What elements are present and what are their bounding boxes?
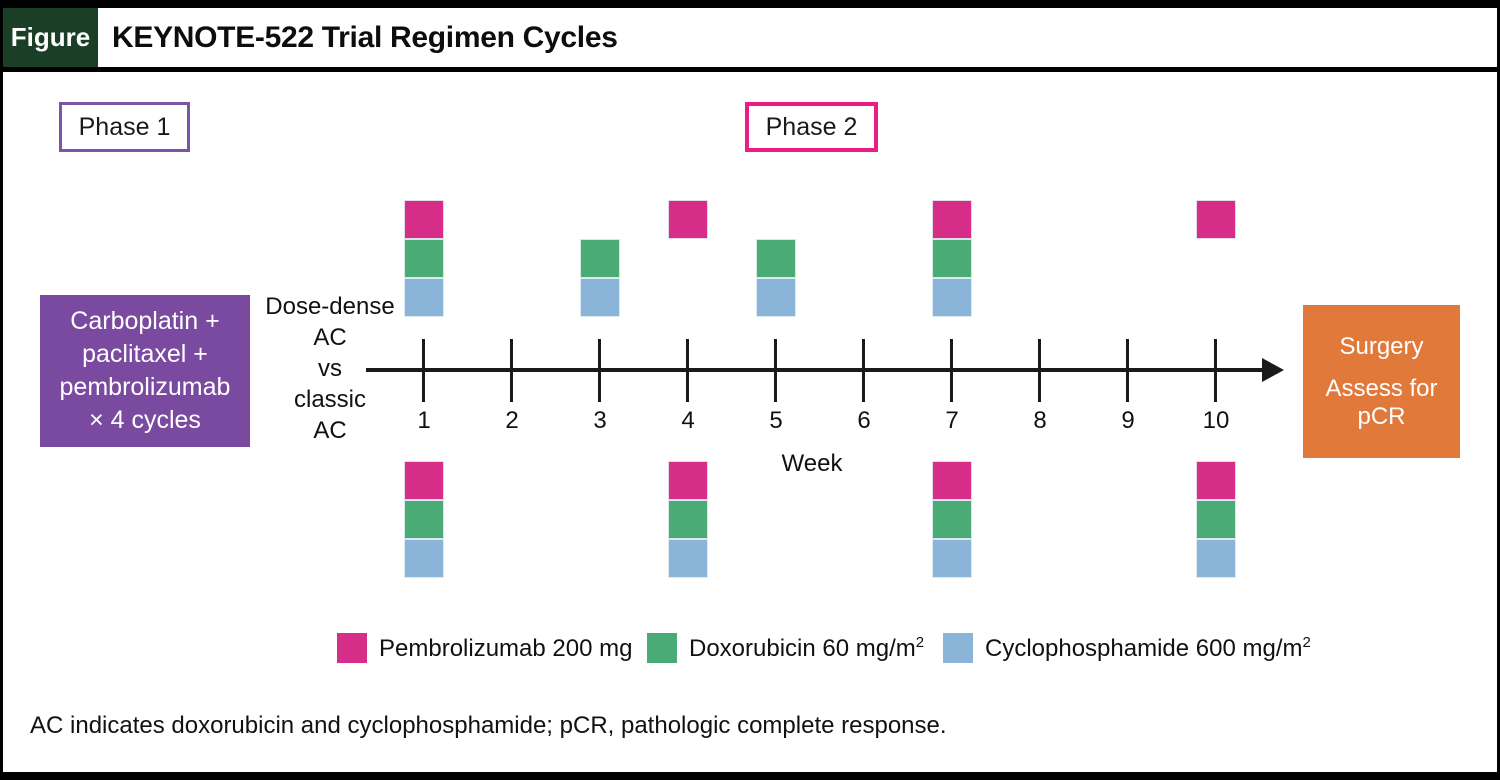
surgery-line: Surgery — [1339, 332, 1424, 360]
legend-label-pembrolizumab: Pembrolizumab 200 mg — [379, 634, 633, 662]
doxorubicin-swatch — [647, 633, 677, 663]
cyclophosphamide-swatch — [943, 633, 973, 663]
border-left — [0, 0, 3, 780]
classic-cyclophosphamide-block-week-10 — [1196, 539, 1236, 578]
week-tick-2 — [510, 339, 513, 402]
dose-dense-pembrolizumab-block-week-10 — [1196, 200, 1236, 239]
week-number-9: 9 — [1121, 407, 1135, 434]
legend-label-cyclophosphamide: Cyclophosphamide 600 mg/m2 — [985, 633, 1311, 662]
carboplatin-regimen-text: Carboplatin + paclitaxel + pembrolizumab… — [59, 307, 231, 434]
classic-doxorubicin-block-week-10 — [1196, 500, 1236, 539]
dose-dense-cyclophosphamide-block-week-3 — [580, 278, 620, 317]
figure-badge: Figure — [3, 8, 98, 67]
figure-title: KEYNOTE-522 Trial Regimen Cycles — [112, 21, 618, 54]
figure-badge-label: Figure — [10, 22, 91, 52]
week-number-7: 7 — [945, 407, 959, 434]
dose-dense-pembrolizumab-block-week-1 — [404, 200, 444, 239]
week-axis-title: Week — [781, 450, 843, 477]
classic-doxorubicin-block-week-4 — [668, 500, 708, 539]
classic-doxorubicin-block-week-1 — [404, 500, 444, 539]
classic-pembrolizumab-block-week-1 — [404, 461, 444, 500]
classic-pembrolizumab-block-week-7 — [932, 461, 972, 500]
classic-cyclophosphamide-block-week-4 — [668, 539, 708, 578]
dose-dense-vs-classic-label: Dose-dense AC vs classic AC — [265, 293, 395, 444]
week-tick-3 — [598, 339, 601, 402]
week-tick-8 — [1038, 339, 1041, 402]
dose-dense-doxorubicin-block-week-3 — [580, 239, 620, 278]
week-number-5: 5 — [769, 407, 783, 434]
week-tick-5 — [774, 339, 777, 402]
phase2-box: Phase 2 — [745, 102, 878, 152]
dose-dense-cyclophosphamide-block-week-5 — [756, 278, 796, 317]
dose-dense-cyclophosphamide-block-week-7 — [932, 278, 972, 317]
legend-item-cyclophosphamide: Cyclophosphamide 600 mg/m2 — [943, 633, 1311, 663]
dose-dense-cyclophosphamide-block-week-1 — [404, 278, 444, 317]
timeline-arrowhead-icon — [1262, 358, 1284, 382]
timeline-axis-line — [366, 368, 1264, 372]
assess-pcr-line: Assess for pCR — [1325, 374, 1438, 430]
dose-dense-doxorubicin-block-week-7 — [932, 239, 972, 278]
footnote: AC indicates doxorubicin and cyclophosph… — [30, 712, 947, 739]
pembrolizumab-swatch — [337, 633, 367, 663]
classic-cyclophosphamide-block-week-7 — [932, 539, 972, 578]
week-number-6: 6 — [857, 407, 871, 434]
week-number-10: 10 — [1202, 407, 1230, 434]
week-tick-9 — [1126, 339, 1129, 402]
week-number-2: 2 — [505, 407, 519, 434]
week-number-1: 1 — [417, 407, 431, 434]
week-number-8: 8 — [1033, 407, 1047, 434]
classic-pembrolizumab-block-week-4 — [668, 461, 708, 500]
legend-item-pembrolizumab: Pembrolizumab 200 mg — [337, 633, 632, 663]
header-divider — [0, 67, 1500, 72]
phase2-label: Phase 2 — [765, 112, 858, 141]
week-tick-6 — [862, 339, 865, 402]
week-tick-7 — [950, 339, 953, 402]
border-right — [1497, 0, 1500, 780]
dose-dense-pembrolizumab-block-week-7 — [932, 200, 972, 239]
carboplatin-regimen-box: Carboplatin + paclitaxel + pembrolizumab… — [40, 295, 250, 447]
week-tick-4 — [686, 339, 689, 402]
legend-label-doxorubicin: Doxorubicin 60 mg/m2 — [689, 633, 925, 662]
week-tick-10 — [1214, 339, 1217, 402]
classic-doxorubicin-block-week-7 — [932, 500, 972, 539]
phase1-box: Phase 1 — [59, 102, 190, 152]
dose-dense-pembrolizumab-block-week-4 — [668, 200, 708, 239]
legend-item-doxorubicin: Doxorubicin 60 mg/m2 — [647, 633, 924, 663]
surgery-box: Surgery Assess for pCR — [1303, 305, 1460, 458]
week-number-3: 3 — [593, 407, 607, 434]
dose-dense-doxorubicin-block-week-1 — [404, 239, 444, 278]
week-tick-1 — [422, 339, 425, 402]
week-number-4: 4 — [681, 407, 695, 434]
phase1-label: Phase 1 — [78, 112, 171, 141]
border-top — [0, 0, 1500, 8]
border-bottom — [0, 772, 1500, 780]
classic-pembrolizumab-block-week-10 — [1196, 461, 1236, 500]
dose-dense-doxorubicin-block-week-5 — [756, 239, 796, 278]
classic-cyclophosphamide-block-week-1 — [404, 539, 444, 578]
